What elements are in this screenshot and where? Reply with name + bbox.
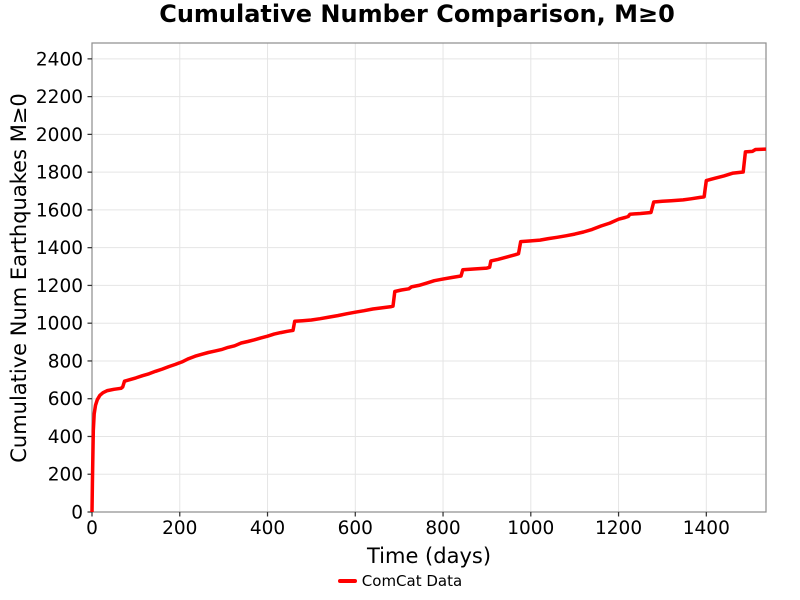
- y-tick-label: 800: [48, 351, 83, 372]
- y-tick-label: 2200: [36, 87, 83, 108]
- y-tick-label: 2400: [36, 49, 83, 70]
- plot-border: [91, 42, 767, 513]
- x-tick-label: 0: [86, 518, 98, 539]
- data-line: [90, 147, 767, 513]
- y-tick-label: 1800: [36, 163, 83, 184]
- legend: ComCat Data: [0, 572, 800, 590]
- y-tick-label: 1200: [36, 276, 83, 297]
- y-tick-label: 200: [48, 465, 83, 486]
- x-axis-label: Time (days): [366, 544, 492, 568]
- x-tick-label: 800: [425, 518, 460, 539]
- x-tick-label: 600: [338, 518, 373, 539]
- x-tick-label: 200: [162, 518, 197, 539]
- x-tick-label: 1000: [507, 518, 554, 539]
- y-tick-label: 1400: [36, 238, 83, 259]
- y-tick-label: 0: [71, 503, 83, 524]
- y-tick-label: 1600: [36, 200, 83, 221]
- y-tick-label: 400: [48, 427, 83, 448]
- x-tick-label: 1400: [683, 518, 730, 539]
- y-tick-label: 1000: [36, 314, 83, 335]
- chart-title: Cumulative Number Comparison, M≥0: [159, 0, 675, 28]
- legend-line-swatch: [337, 579, 357, 583]
- x-tick-label: 1200: [595, 518, 642, 539]
- x-tick-label: 400: [250, 518, 285, 539]
- y-tick-label: 600: [48, 389, 83, 410]
- y-tick-label: 2000: [36, 125, 83, 146]
- legend-label: ComCat Data: [361, 572, 463, 590]
